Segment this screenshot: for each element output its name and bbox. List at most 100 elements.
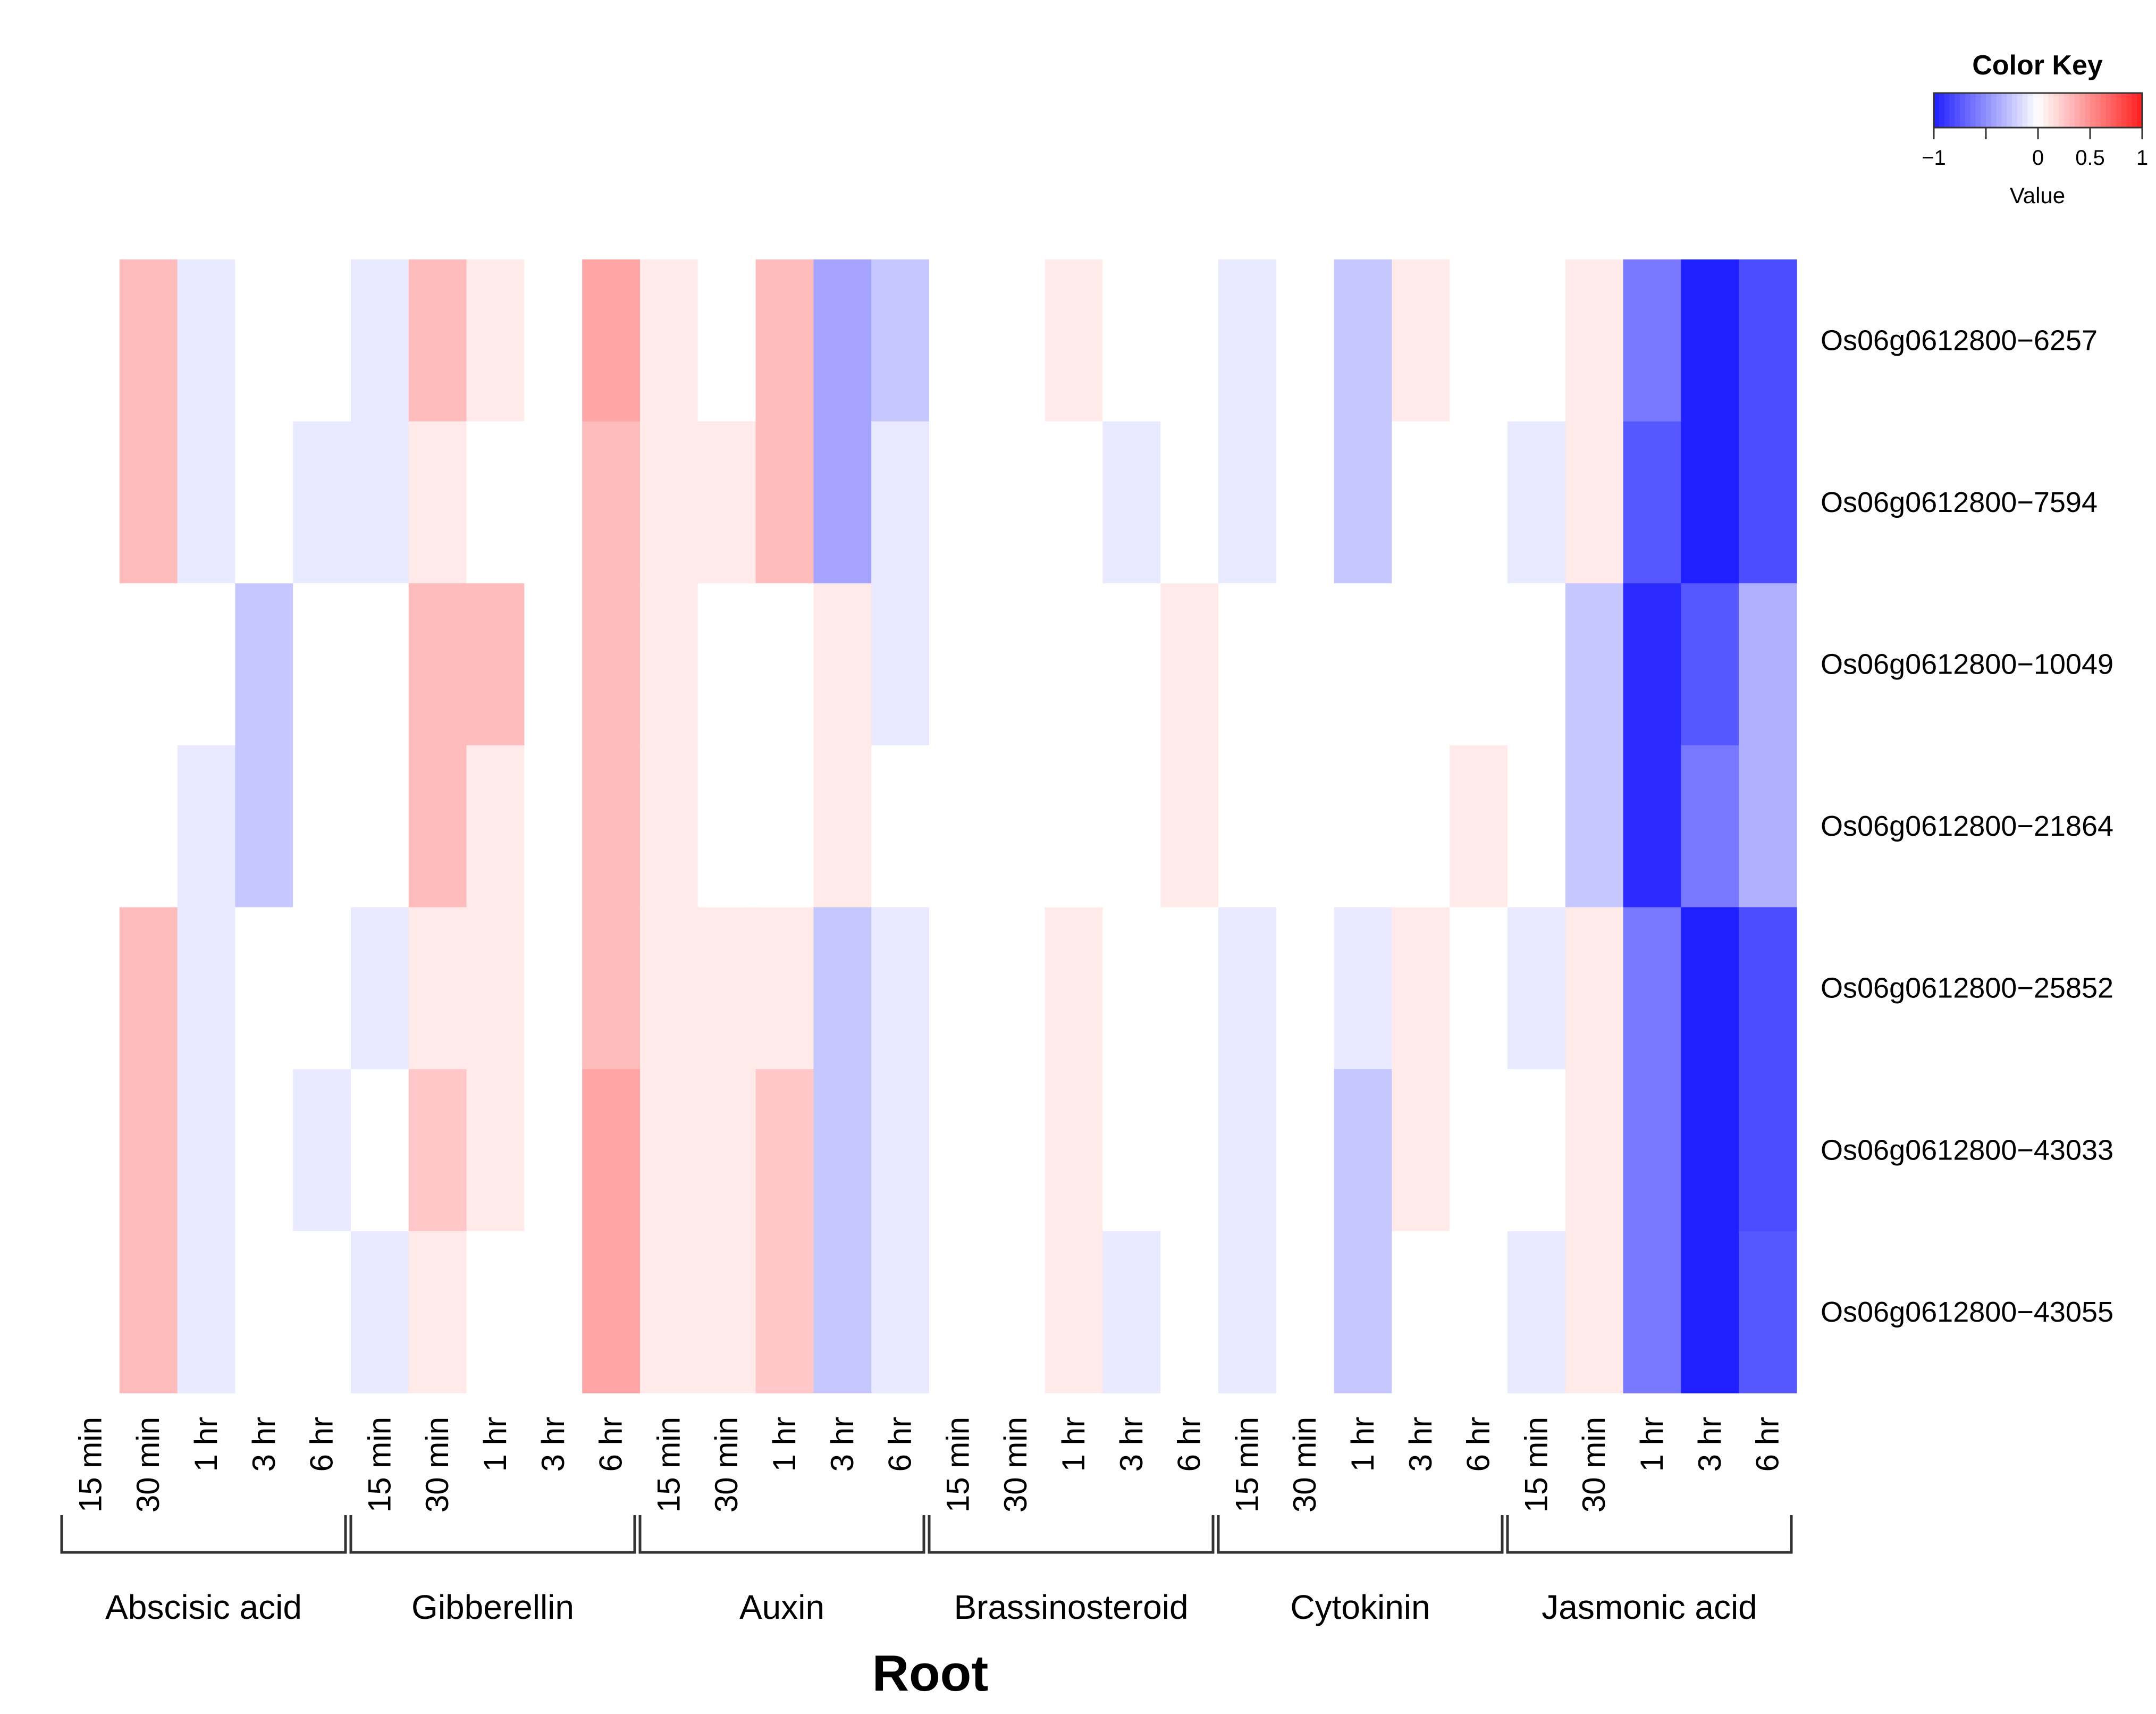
heatmap-cell [1045,421,1103,584]
heatmap-cell [640,907,698,1070]
color-key-tick-label: 0 [2032,146,2044,170]
heatmap-cell [1392,421,1450,584]
heatmap-cell [293,421,351,584]
column-tick-label: 15 min [72,1417,108,1513]
heatmap-cell [466,745,525,908]
heatmap-cell [813,1231,872,1393]
heatmap-cell [1160,907,1219,1070]
heatmap-cell [1565,1069,1624,1232]
color-key-swatch [1996,93,2002,128]
heatmap-cell [1276,907,1335,1070]
column-tick-label: 30 min [130,1417,166,1513]
heatmap-cell [524,745,583,908]
heatmap-cell [1160,421,1219,584]
column-tick-label: 6 hr [882,1417,918,1472]
heatmap-cell [293,745,351,908]
heatmap-cell [408,1231,467,1393]
heatmap-cell [1160,1069,1219,1232]
heatmap-cell [813,745,872,908]
heatmap-cell [235,745,293,908]
heatmap-cell [1218,583,1277,746]
heatmap-cell [813,421,872,584]
column-tick-label: 1 hr [1634,1417,1670,1472]
row-label: Os06g0612800−10049 [1821,649,2113,680]
color-key-swatch [2079,93,2085,128]
row-label: Os06g0612800−43033 [1821,1134,2113,1166]
heatmap-cell [1218,421,1277,584]
group-bracket [1506,1515,1793,1554]
heatmap-cell [408,259,467,422]
heatmap-cell [987,1069,1046,1232]
heatmap-cell [1739,1231,1797,1393]
color-key-swatch [2043,93,2049,128]
heatmap-cell [1507,907,1566,1070]
heatmap-cell [640,1069,698,1232]
heatmap-cell [466,421,525,584]
heatmap-cell [813,907,872,1070]
heatmap-cell [1160,745,1219,908]
heatmap-cell [1160,583,1219,746]
heatmap-cell [1565,583,1624,746]
heatmap-cell [1681,1231,1739,1393]
color-key-swatch [1944,93,1950,128]
heatmap-cell [755,907,814,1070]
heatmap-cell [1334,1231,1392,1393]
heatmap-cell [408,745,467,908]
heatmap-cell [177,583,235,746]
heatmap-cell [524,907,583,1070]
column-tick-label: 3 hr [246,1417,282,1472]
color-key-swatch [2095,93,2101,128]
heatmap-cell [929,259,988,422]
heatmap-cell [177,745,235,908]
color-key-gradient [1933,92,2143,129]
color-key-swatch [1934,93,1940,128]
heatmap-cell [119,1231,178,1393]
column-tick-label: 15 min [1518,1417,1554,1513]
heatmap-cell [1392,583,1450,746]
heatmap-cell [1681,421,1739,584]
heatmap-cell [293,259,351,422]
heatmap-cell [1102,259,1161,422]
heatmap-cell [466,1231,525,1393]
heatmap-cell [1392,1069,1450,1232]
heatmap-cell [1623,1231,1681,1393]
heatmap-cell [1276,1069,1335,1232]
heatmap-cell [351,259,409,422]
heatmap-cell [1450,907,1508,1070]
group-brackets [60,1515,1793,1554]
heatmap-cell [524,1069,583,1232]
heatmap-cell [1565,1231,1624,1393]
row-label: Os06g0612800−43055 [1821,1296,2113,1328]
heatmap-cell [987,583,1046,746]
heatmap-cell [1623,259,1681,422]
heatmap-cell [1102,1069,1161,1232]
column-tick-label: 3 hr [535,1417,571,1472]
heatmap-cell [1450,1231,1508,1393]
heatmap-cell [466,907,525,1070]
column-tick-label: 30 min [419,1417,455,1513]
heatmap-cell [929,583,988,746]
heatmap-cell [524,1231,583,1393]
heatmap-cell [582,259,641,422]
color-key-tick-label: 1 [2136,146,2148,170]
heatmap-cell [1045,259,1103,422]
heatmap-cell [697,907,756,1070]
heatmap-cell [1565,259,1624,422]
heatmap-cell [987,1231,1046,1393]
chart-title: Root [872,1645,989,1702]
heatmap-cell [929,1231,988,1393]
heatmap-cell [1334,1069,1392,1232]
color-key-swatch [2111,93,2117,128]
heatmap-cell [119,745,178,908]
heatmap-cell [1681,583,1739,746]
heatmap-cell [697,1069,756,1232]
heatmap-cell [871,1231,930,1393]
heatmap-cell [640,259,698,422]
heatmap-cell [1623,907,1681,1070]
heatmap-cell [1045,1069,1103,1232]
heatmap-cell [1507,583,1566,746]
heatmap-cell [351,907,409,1070]
color-key-swatch [1949,93,1955,128]
group-label: Cytokinin [1290,1588,1430,1626]
heatmap-cell [1045,583,1103,746]
